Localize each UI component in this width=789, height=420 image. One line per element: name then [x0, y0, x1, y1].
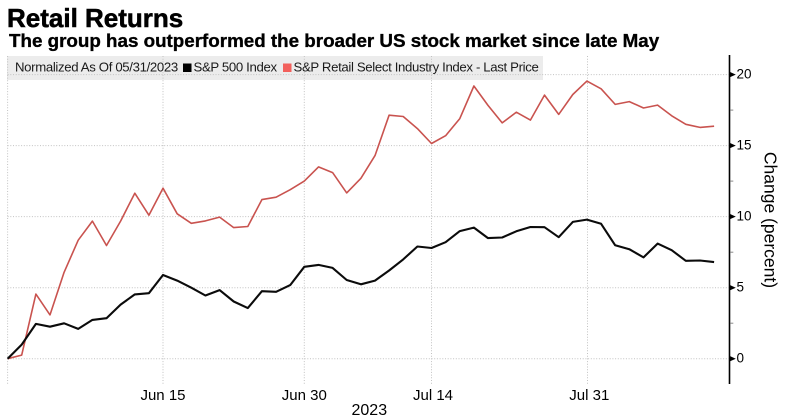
svg-text:Jul 31: Jul 31	[569, 387, 609, 404]
svg-text:15: 15	[737, 138, 752, 153]
svg-text:S&P Retail Select Industry Ind: S&P Retail Select Industry Index - Last …	[294, 60, 539, 75]
svg-text:Normalized As Of 05/31/2023: Normalized As Of 05/31/2023	[15, 60, 178, 75]
svg-text:5: 5	[737, 280, 745, 295]
svg-text:0: 0	[737, 351, 745, 366]
svg-text:2023: 2023	[352, 402, 388, 419]
svg-text:20: 20	[737, 67, 752, 82]
svg-text:Jul 14: Jul 14	[413, 387, 453, 404]
svg-text:S&P 500 Index: S&P 500 Index	[194, 60, 278, 75]
svg-text:Change (percent): Change (percent)	[760, 152, 780, 288]
svg-text:10: 10	[737, 209, 752, 224]
svg-text:Jun 15: Jun 15	[140, 387, 185, 404]
svg-text:Jun 30: Jun 30	[282, 387, 327, 404]
